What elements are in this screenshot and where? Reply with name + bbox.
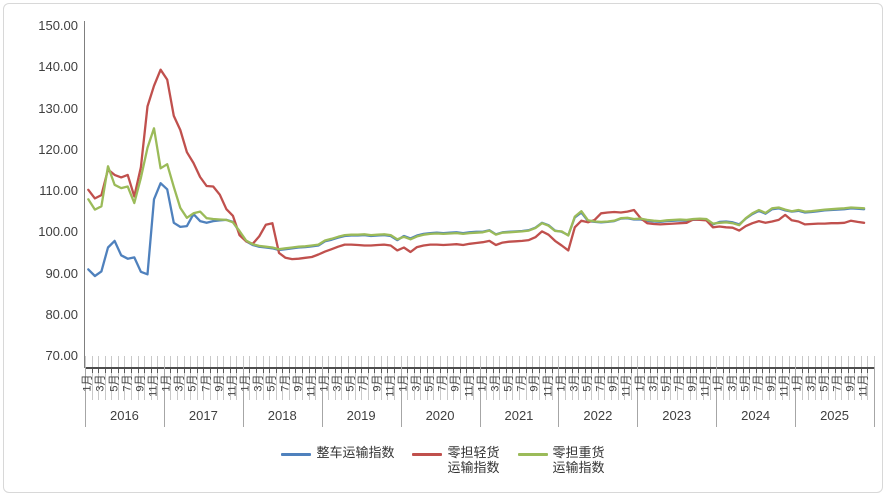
x-tick-year-label: 2024 [716,408,795,424]
x-tick-month-label: 9月 [529,375,542,409]
x-tick-month-label: 9月 [371,375,384,409]
x-tick-month-label: 7月 [437,375,450,409]
x-tick-month-label: 7月 [674,375,687,409]
x-tick-month-label: 5月 [345,375,358,409]
x-tick-month-label: 3月 [726,375,739,409]
legend-label: 零担轻货 运输指数 [447,445,499,475]
legend-line-swatch-red [412,453,442,456]
x-tick-year-label: 2016 [85,408,164,424]
x-tick-month-label: 1月 [318,375,331,409]
x-tick-month-label: 11月 [542,375,555,409]
plot-area [4,4,886,500]
x-tick-month-label: 5月 [581,375,594,409]
x-tick-month-label: 1月 [713,375,726,409]
x-tick-month-label: 5月 [424,375,437,409]
legend-label: 零担重货 运输指数 [553,445,605,475]
x-tick-month-label: 3月 [647,375,660,409]
x-tick-month-label: 1月 [476,375,489,409]
x-tick-month-label: 9月 [844,375,857,409]
x-tick-month-label: 7月 [831,375,844,409]
x-tick-month-label: 5月 [660,375,673,409]
x-tick-month-label: 5月 [818,375,831,409]
x-tick-month-label: 3月 [332,375,345,409]
x-tick-month-label: 3月 [95,375,108,409]
x-tick-month-label: 7月 [279,375,292,409]
x-tick-month-label: 1月 [555,375,568,409]
x-tick-month-label: 11月 [463,375,476,409]
x-tick-year-label: 2019 [322,408,401,424]
x-tick-month-label: 11月 [858,375,871,409]
legend-line-swatch-blue [281,453,311,456]
x-tick-month-label: 5月 [503,375,516,409]
x-tick-month-label: 1月 [792,375,805,409]
series-line-0 [88,183,864,276]
x-tick-month-label: 11月 [621,375,634,409]
legend-line-swatch-green [518,453,548,456]
x-tick-month-label: 9月 [213,375,226,409]
legend-item-ltl-light-index: 零担轻货 运输指数 [412,445,499,475]
x-tick-month-label: 11月 [779,375,792,409]
legend-item-truckload-index: 整车运输指数 [281,445,394,460]
x-tick-month-label: 9月 [134,375,147,409]
x-tick-month-label: 5月 [187,375,200,409]
x-tick-month-label: 3月 [489,375,502,409]
x-tick-month-label: 7月 [752,375,765,409]
x-tick-year-label: 2025 [795,408,874,424]
x-tick-month-label: 1月 [397,375,410,409]
x-tick-month-label: 9月 [766,375,779,409]
x-tick-month-label: 9月 [292,375,305,409]
x-tick-month-label: 7月 [595,375,608,409]
x-tick-year-label: 2022 [558,408,637,424]
x-tick-month-label: 7月 [358,375,371,409]
x-tick-month-label: 3月 [568,375,581,409]
x-tick-year-label: 2018 [243,408,322,424]
x-tick-month-label: 11月 [148,375,161,409]
x-tick-month-label: 9月 [450,375,463,409]
x-tick-month-label: 5月 [108,375,121,409]
x-tick-month-label: 3月 [174,375,187,409]
x-tick-month-label: 9月 [687,375,700,409]
x-tick-year-label: 2017 [164,408,243,424]
x-tick-year-label: 2020 [401,408,480,424]
x-tick-month-label: 7月 [200,375,213,409]
legend-label: 整车运输指数 [316,445,394,460]
x-tick-month-label: 3月 [411,375,424,409]
x-tick-month-label: 5月 [266,375,279,409]
x-tick-month-label: 7月 [516,375,529,409]
x-tick-month-label: 1月 [161,375,174,409]
legend: 整车运输指数 零担轻货 运输指数 零担重货 运输指数 [4,445,882,475]
x-tick-month-label: 5月 [739,375,752,409]
x-tick-year-label: 2023 [637,408,716,424]
x-tick-month-label: 3月 [805,375,818,409]
x-tick-month-label: 11月 [226,375,239,409]
x-tick-month-label: 1月 [634,375,647,409]
x-tick-year-label: 2021 [480,408,559,424]
x-tick-month-label: 3月 [253,375,266,409]
x-tick-month-label: 11月 [384,375,397,409]
x-tick-month-label: 1月 [240,375,253,409]
x-tick-month-label: 7月 [121,375,134,409]
legend-item-ltl-heavy-index: 零担重货 运输指数 [518,445,605,475]
x-tick-month-label: 11月 [700,375,713,409]
x-tick-month-label: 1月 [82,375,95,409]
x-tick-month-label: 9月 [608,375,621,409]
x-tick-month-label: 11月 [305,375,318,409]
